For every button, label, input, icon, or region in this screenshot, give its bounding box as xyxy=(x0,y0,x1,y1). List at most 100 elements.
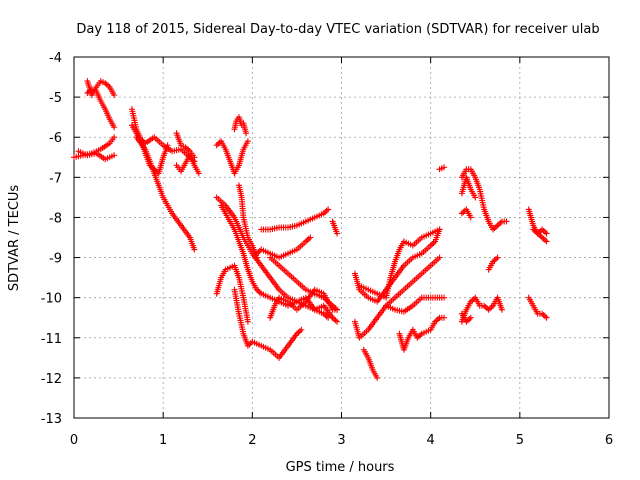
data-point xyxy=(244,318,251,325)
y-tick-label: -4 xyxy=(49,51,62,66)
y-tick-label: -7 xyxy=(49,171,62,186)
chart-title: Day 118 of 2015, Sidereal Day-to-day VTE… xyxy=(76,22,599,37)
series-s15 xyxy=(231,286,305,361)
data-point xyxy=(111,92,118,99)
series-s2 xyxy=(75,148,118,163)
data-point xyxy=(332,305,339,312)
data-point xyxy=(540,312,547,319)
data-point xyxy=(460,209,467,216)
data-point xyxy=(435,316,442,323)
y-tick-label: -12 xyxy=(41,372,62,387)
x-tick-label: 1 xyxy=(159,433,167,448)
y-tick-label: -13 xyxy=(41,412,62,427)
data-point xyxy=(213,142,220,149)
series-s10 xyxy=(213,138,251,177)
data-point xyxy=(496,221,503,228)
data-point xyxy=(295,329,302,336)
data-point xyxy=(540,227,547,234)
data-point xyxy=(332,317,339,324)
series-s30 xyxy=(458,174,479,201)
x-tick-label: 2 xyxy=(248,433,256,448)
data-point xyxy=(494,222,501,229)
data-point xyxy=(429,241,436,248)
data-point xyxy=(111,152,118,159)
data-point xyxy=(467,314,474,321)
series-s20 xyxy=(267,286,341,321)
series-s31 xyxy=(458,206,474,221)
data-point xyxy=(436,226,443,233)
series-s6 xyxy=(128,122,171,177)
x-axis-label: GPS time / hours xyxy=(286,460,395,475)
x-tick-label: 5 xyxy=(516,433,524,448)
data-point xyxy=(111,134,118,141)
series-s33 xyxy=(458,310,474,325)
data-point xyxy=(334,318,341,325)
data-point xyxy=(537,233,544,240)
data-point xyxy=(472,194,479,201)
x-tick-label: 0 xyxy=(70,433,78,448)
data-point xyxy=(307,234,314,241)
data-point xyxy=(539,234,546,241)
x-tick-label: 4 xyxy=(427,433,435,448)
y-tick-label: -9 xyxy=(49,252,62,267)
data-point xyxy=(331,316,338,323)
series-s14 xyxy=(213,262,251,325)
series-s7 xyxy=(133,134,198,253)
data-point xyxy=(304,237,311,244)
series-s26 xyxy=(383,294,448,315)
series-s28 xyxy=(436,164,448,173)
y-axis-label: SDTVAR / TECUs xyxy=(7,185,22,292)
data-point xyxy=(441,294,448,301)
grid xyxy=(74,57,609,418)
data-point xyxy=(323,207,330,214)
x-tick-label: 6 xyxy=(605,433,613,448)
series-s16 xyxy=(235,182,260,261)
data-point xyxy=(374,374,381,381)
data-point xyxy=(542,237,549,244)
y-tick-label: -8 xyxy=(49,211,62,226)
data-point xyxy=(195,170,202,177)
data-point xyxy=(542,313,549,320)
data-point xyxy=(539,226,546,233)
data-point xyxy=(334,230,341,237)
series-s1 xyxy=(71,134,118,161)
data-point xyxy=(543,230,550,237)
data-point xyxy=(543,238,550,245)
data-point xyxy=(482,304,489,311)
data-point xyxy=(499,306,505,313)
data-point xyxy=(191,154,198,161)
data-point xyxy=(111,124,118,131)
series-s21 xyxy=(329,218,341,237)
y-tick-label: -6 xyxy=(49,131,62,146)
data-points xyxy=(71,78,550,381)
data-point xyxy=(466,316,473,323)
y-tick-label: -5 xyxy=(49,91,62,106)
data-point xyxy=(244,138,251,145)
data-point xyxy=(441,314,448,321)
data-point xyxy=(243,130,250,137)
data-point xyxy=(503,218,510,225)
x-tick-label: 3 xyxy=(337,433,345,448)
data-point xyxy=(305,235,312,242)
data-point xyxy=(493,255,500,262)
data-point xyxy=(298,326,305,333)
series-s24 xyxy=(351,254,443,341)
data-point xyxy=(467,214,474,221)
series-s4 xyxy=(84,86,118,131)
data-point xyxy=(493,223,500,230)
data-point xyxy=(334,306,341,313)
series-s37 xyxy=(525,294,550,321)
series-s18 xyxy=(253,234,314,261)
data-point xyxy=(191,246,198,253)
data-point xyxy=(497,219,504,226)
data-point xyxy=(487,305,494,312)
data-point xyxy=(543,314,550,321)
series-s35 xyxy=(525,206,550,245)
y-tick-label: -11 xyxy=(41,332,62,347)
data-point xyxy=(441,164,448,171)
data-point xyxy=(296,328,303,335)
series-s17 xyxy=(258,206,332,233)
axis-ticks: 0 1 2 3 4 5 6 -4 -5 -6 -7 -8 -9 -10 -11 -12 -13 xyxy=(41,51,613,448)
series-s23 xyxy=(356,226,443,301)
data-point xyxy=(542,229,549,236)
